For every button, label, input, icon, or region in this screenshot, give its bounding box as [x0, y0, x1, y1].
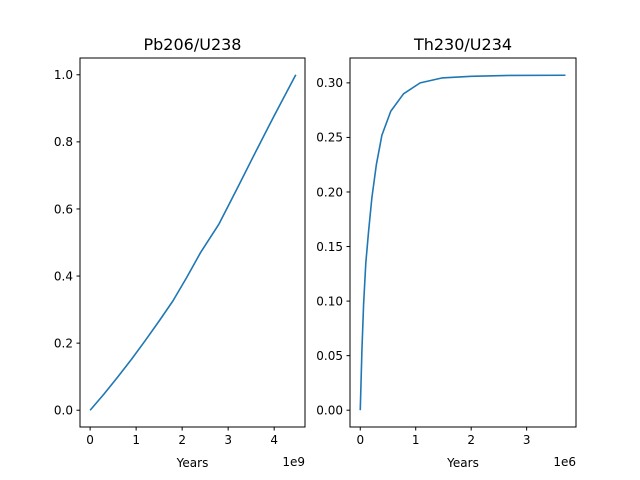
y-tick-label: 0.10 — [316, 294, 343, 308]
x-tick-label: 0 — [86, 433, 94, 447]
x-tick-label: 4 — [270, 433, 278, 447]
series-line — [89, 74, 297, 411]
chart-panel-th230-u234: Th230/U234 0 1 2 3 0.00 0.05 0.10 0.15 0.20 0.25… — [316, 35, 577, 470]
plot-frame — [79, 57, 306, 428]
chart-title: Pb206/U238 — [144, 35, 242, 54]
x-axis: 0 1 2 3 — [356, 427, 530, 447]
series-line — [359, 74, 566, 411]
y-tick-label: 1.0 — [54, 68, 73, 82]
x-tick-label: 1 — [412, 433, 420, 447]
x-tick-label: 2 — [467, 433, 475, 447]
x-tick-label: 3 — [224, 433, 232, 447]
x-axis-label: Years — [446, 456, 479, 470]
x-axis-offset-label: 1e6 — [553, 455, 576, 469]
x-axis-offset-label: 1e9 — [282, 455, 305, 469]
y-tick-label: 0.15 — [316, 240, 343, 254]
x-tick-label: 2 — [178, 433, 186, 447]
y-tick-label: 0.05 — [316, 349, 343, 363]
y-tick-label: 0.30 — [316, 76, 343, 90]
y-tick-label: 0.25 — [316, 131, 343, 145]
y-tick-label: 0.0 — [54, 404, 73, 418]
y-tick-label: 0.2 — [54, 336, 73, 350]
chart-panel-pb206-u238: Pb206/U238 0 1 2 3 4 0.0 0.2 0.4 0.6 0.8 1.0 Year… — [54, 35, 306, 470]
x-axis: 0 1 2 3 4 — [86, 427, 278, 447]
chart-title: Th230/U234 — [413, 35, 512, 54]
y-tick-label: 0.00 — [316, 403, 343, 417]
y-tick-label: 0.8 — [54, 135, 73, 149]
y-axis: 0.00 0.05 0.10 0.15 0.20 0.25 0.30 — [316, 76, 350, 417]
plot-frame — [349, 57, 577, 428]
y-tick-label: 0.20 — [316, 185, 343, 199]
x-tick-label: 0 — [356, 433, 364, 447]
x-tick-label: 3 — [523, 433, 531, 447]
y-tick-label: 0.4 — [54, 269, 73, 283]
x-axis-label: Years — [176, 456, 209, 470]
y-axis: 0.0 0.2 0.4 0.6 0.8 1.0 — [54, 68, 80, 418]
series-group — [89, 74, 297, 411]
x-tick-label: 1 — [132, 433, 140, 447]
series-group — [359, 74, 566, 411]
y-tick-label: 0.6 — [54, 202, 73, 216]
